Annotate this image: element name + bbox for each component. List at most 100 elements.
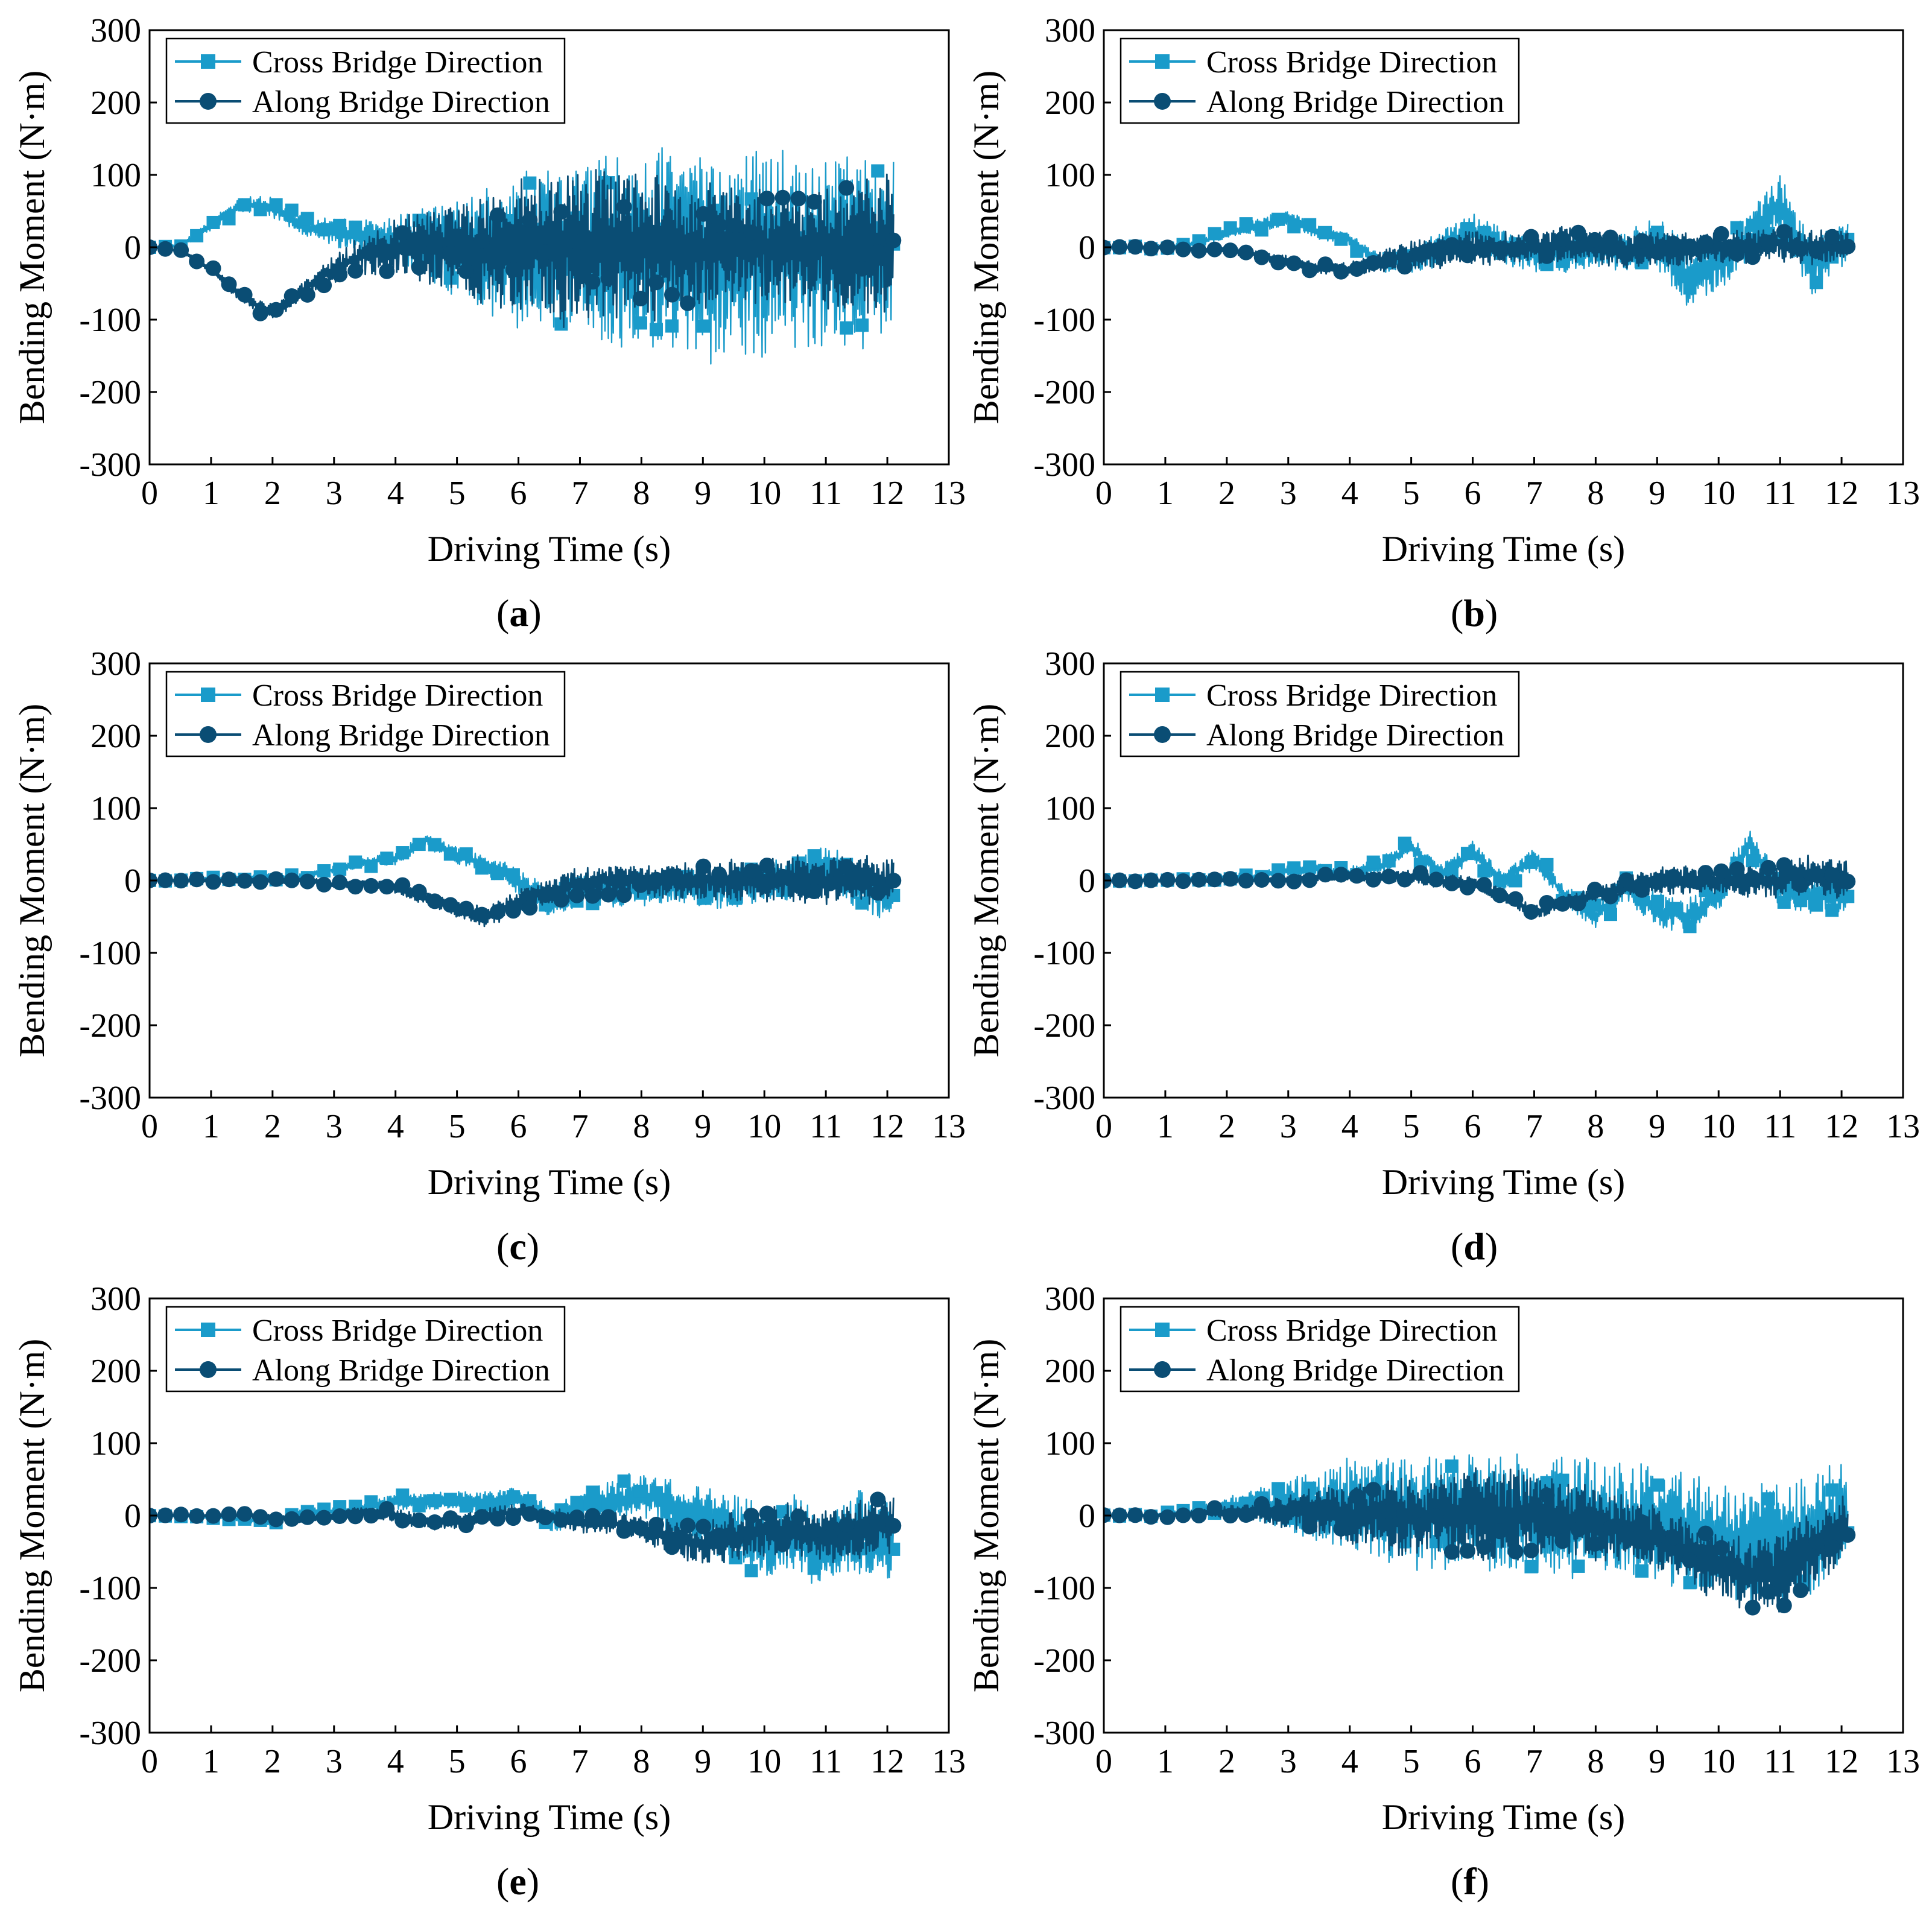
marker-circle	[489, 207, 505, 224]
caption-letter: c	[509, 1225, 526, 1268]
marker-circle	[426, 893, 443, 909]
marker-circle	[363, 877, 379, 894]
x-axis-title: Driving Time (s)	[1382, 1162, 1625, 1202]
marker-circle	[268, 302, 284, 318]
marker-circle	[299, 1509, 315, 1525]
marker-circle	[189, 1508, 205, 1524]
marker-circle	[616, 1523, 632, 1539]
marker-square	[428, 1494, 442, 1508]
marker-square	[1683, 281, 1697, 295]
x-axis-title: Driving Time (s)	[1382, 529, 1625, 569]
legend-label: Along Bridge Direction	[1206, 85, 1504, 119]
x-tick-label: 0	[1095, 475, 1112, 512]
x-tick-label: 10	[747, 475, 781, 512]
marker-square	[1667, 1507, 1680, 1521]
marker-circle	[1317, 867, 1334, 883]
y-tick-label: -300	[79, 1715, 141, 1752]
marker-circle	[1682, 238, 1698, 255]
marker-square	[1255, 223, 1268, 237]
x-tick-label: 6	[510, 1108, 527, 1145]
x-tick-label: 7	[1525, 1743, 1542, 1780]
y-tick-label: 100	[1045, 790, 1095, 827]
y-tick-label: 0	[1078, 862, 1095, 900]
marker-circle	[1776, 1598, 1792, 1614]
marker-circle	[252, 1509, 268, 1525]
legend: Cross Bridge Direction Along Bridge Direc…	[165, 1306, 566, 1393]
marker-circle	[870, 885, 886, 901]
caption-letter: f	[1463, 1860, 1477, 1903]
marker-square	[443, 1493, 457, 1507]
caption-close-paren: )	[1477, 1860, 1489, 1903]
marker-circle	[332, 267, 348, 283]
marker-circle	[727, 1531, 744, 1548]
y-tick-label: 0	[1078, 229, 1095, 267]
series-along-d	[1104, 855, 1856, 920]
marker-square	[855, 318, 869, 332]
y-tick-label: -300	[1033, 1080, 1095, 1117]
marker-square	[506, 1490, 520, 1504]
x-tick-label: 5	[449, 475, 466, 512]
y-tick-label: 100	[90, 157, 141, 194]
marker-circle	[1222, 242, 1238, 259]
marker-circle	[1650, 1528, 1666, 1544]
marker-circle	[1459, 247, 1475, 264]
marker-circle	[1713, 1540, 1729, 1556]
marker-circle	[299, 873, 315, 890]
marker-square	[697, 319, 711, 333]
marker-circle	[505, 1510, 521, 1526]
y-tick-label: -100	[79, 302, 141, 339]
panel-caption: (e)	[496, 1860, 539, 1903]
marker-circle	[1554, 1533, 1571, 1549]
marker-circle	[458, 263, 474, 279]
marker-circle	[1793, 877, 1809, 893]
marker-circle	[394, 225, 411, 241]
marker-square	[871, 164, 885, 178]
panel-caption: (d)	[1451, 1225, 1498, 1268]
marker-square	[475, 861, 489, 875]
marker-circle	[1824, 1539, 1840, 1555]
marker-circle	[189, 871, 205, 888]
marker-square	[1603, 908, 1617, 922]
series-along-b	[1104, 224, 1856, 280]
marker-circle	[664, 1539, 680, 1555]
marker-square	[1651, 894, 1665, 908]
marker-circle	[458, 900, 474, 917]
legend: Cross Bridge Direction Along Bridge Direc…	[1120, 37, 1520, 124]
marker-circle	[189, 253, 205, 270]
series-along-c	[150, 854, 902, 928]
marker-square	[1208, 227, 1221, 241]
marker-square	[443, 847, 457, 861]
y-tick-label: 300	[1045, 1280, 1095, 1318]
marker-square	[1810, 276, 1823, 289]
y-tick-label: -100	[1033, 302, 1095, 339]
marker-square	[570, 1496, 584, 1510]
caption-letter: d	[1463, 1225, 1485, 1268]
x-tick-label: 5	[1403, 1743, 1420, 1780]
x-tick-label: 4	[387, 1743, 404, 1780]
marker-circle	[774, 1536, 791, 1552]
marker-square	[238, 198, 252, 212]
x-tick-label: 9	[1649, 1108, 1665, 1145]
legend: Cross Bridge Direction Along Bridge Direc…	[1120, 1306, 1520, 1393]
caption-close-paren: )	[527, 1860, 539, 1903]
y-tick-label: 0	[124, 1497, 141, 1535]
marker-circle	[759, 858, 775, 874]
marker-square	[1683, 1576, 1697, 1590]
x-tick-label: 10	[1702, 1743, 1735, 1780]
x-tick-label: 4	[1341, 1743, 1358, 1780]
legend-marker-square	[201, 1323, 215, 1337]
marker-square	[744, 1564, 758, 1578]
y-tick-label: -200	[79, 374, 141, 411]
marker-circle	[1697, 865, 1714, 881]
marker-circle	[743, 224, 759, 241]
y-tick-label: 100	[90, 1425, 141, 1462]
marker-circle	[1824, 229, 1840, 245]
marker-circle	[885, 873, 902, 889]
x-tick-label: 11	[1764, 1743, 1796, 1780]
chart-panel-e: 0 1 2 3 4 5 6 7 8 9 10 11 12 133002001000-100-200-300…	[12, 1280, 966, 1903]
y-tick-label: 0	[1078, 1497, 1095, 1535]
marker-circle	[1760, 235, 1776, 251]
marker-circle	[1665, 1529, 1682, 1546]
x-tick-label: 1	[1157, 475, 1174, 512]
